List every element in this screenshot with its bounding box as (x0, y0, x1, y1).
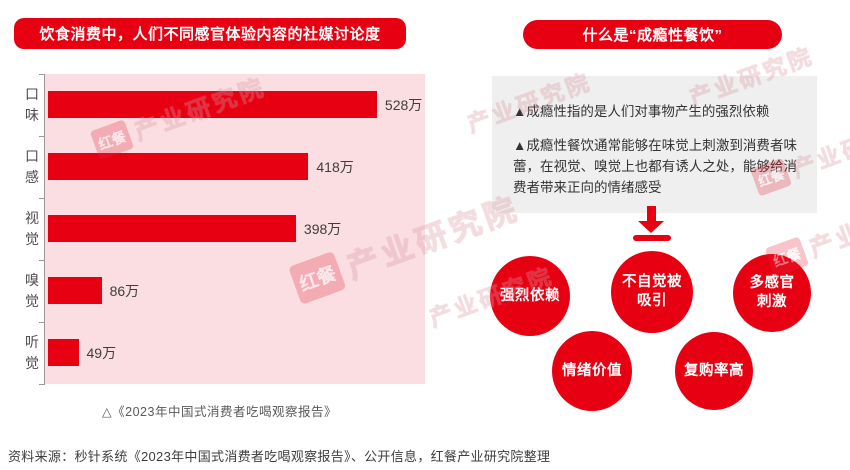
bar-value-label: 398万 (303, 220, 342, 237)
axis-tick (39, 198, 45, 199)
left-section-title: 饮食消费中，人们不同感官体验内容的社媒讨论度 (14, 18, 406, 49)
y-axis-category-label: 口感 (25, 148, 39, 185)
y-axis-category-label: 视觉 (25, 210, 39, 247)
data-source-note: 资料来源：秒针系统《2023年中国式消费者吃喝观察报告》、公开信息，红餐产业研究… (8, 449, 551, 464)
bar-row: 418万 (45, 136, 425, 198)
bar-row: 398万 (45, 198, 425, 260)
definition-box: ▲成瘾性指的是人们对事物产生的强烈依赖 ▲成瘾性餐饮通常能够在味觉上刺激到消费者… (492, 76, 817, 213)
bar-row: 528万 (45, 74, 425, 136)
right-section-title: 什么是“成瘾性餐饮” (523, 20, 782, 49)
y-axis-category-label: 听觉 (25, 334, 39, 371)
axis-tick (39, 136, 45, 137)
bar-chart: 528万 418万 398万 86万 49万 口味口感视觉嗅觉听觉 (14, 74, 425, 385)
trait-circle: 多感官 刺激 (733, 254, 811, 332)
bar-row: 49万 (45, 322, 425, 384)
axis-tick (39, 322, 45, 323)
y-axis-category-label: 口味 (25, 86, 39, 123)
axis-tick (39, 74, 45, 75)
trait-circle: 不自觉被 吸引 (611, 251, 693, 333)
bar-row: 86万 (45, 260, 425, 322)
bar (48, 277, 102, 304)
bar-value-label: 49万 (86, 344, 117, 361)
bar-value-label: 86万 (109, 282, 140, 299)
axis-tick (39, 260, 45, 261)
trait-circle: 复购率高 (675, 332, 753, 410)
axis-tick (39, 384, 45, 385)
bar (48, 153, 309, 180)
bar (48, 215, 296, 242)
trait-circle: 强烈依赖 (490, 256, 570, 336)
trait-circle: 情绪价值 (552, 331, 632, 411)
bar-value-label: 528万 (384, 96, 423, 113)
y-axis-category-label: 嗅觉 (25, 272, 39, 309)
definition-bullet: ▲成瘾性指的是人们对事物产生的强烈依赖 (513, 104, 770, 119)
bar-value-label: 418万 (316, 158, 354, 175)
definition-bullet: ▲成瘾性餐饮通常能够在味觉上刺激到消费者味蕾，在视觉、嗅觉上也都有诱人之处，能够… (513, 138, 797, 195)
bar (48, 91, 377, 118)
chart-source-caption: △《2023年中国式消费者吃喝观察报告》 (102, 405, 337, 419)
bar (48, 339, 79, 366)
chart-plot-area: 528万 418万 398万 86万 49万 (44, 74, 425, 384)
